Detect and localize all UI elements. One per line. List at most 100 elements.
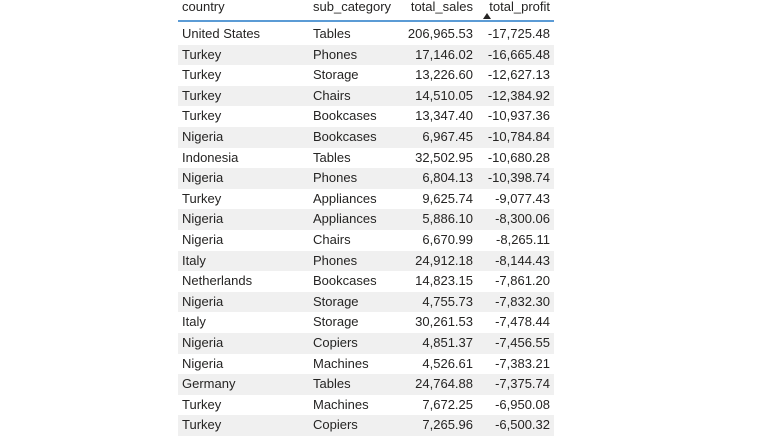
cell-sub-category: Phones bbox=[313, 46, 358, 62]
cell-total-profit: -12,627.13 bbox=[487, 67, 550, 83]
table-row[interactable]: Nigeria Machines 4,526.61 -7,383.21 bbox=[178, 354, 554, 375]
cell-sub-category: Appliances bbox=[313, 190, 377, 206]
cell-total-profit: -7,456.55 bbox=[495, 334, 550, 350]
cell-sub-category: Copiers bbox=[313, 334, 358, 350]
cell-country: Nigeria bbox=[182, 231, 224, 247]
column-header-total-profit[interactable]: total_profit bbox=[489, 0, 550, 14]
data-table: country sub_category total_sales total_p… bbox=[178, 0, 554, 436]
table-row[interactable]: Turkey Bookcases 13,347.40 -10,937.36 bbox=[178, 106, 554, 127]
cell-country: Nigeria bbox=[182, 170, 224, 186]
cell-total-profit: -8,144.43 bbox=[495, 252, 550, 268]
cell-total-sales: 13,226.60 bbox=[415, 67, 473, 83]
cell-total-profit: -7,375.74 bbox=[495, 376, 550, 392]
cell-total-profit: -6,950.08 bbox=[495, 396, 550, 412]
cell-country: Turkey bbox=[182, 190, 222, 206]
cell-sub-category: Chairs bbox=[313, 87, 351, 103]
cell-country: Indonesia bbox=[182, 149, 239, 165]
cell-country: Nigeria bbox=[182, 334, 224, 350]
cell-total-profit: -7,478.44 bbox=[495, 314, 550, 330]
table-body: United States Tables 206,965.53 -17,725.48 T… bbox=[178, 24, 554, 436]
cell-total-profit: -12,384.92 bbox=[487, 87, 550, 103]
cell-total-sales: 6,804.13 bbox=[422, 170, 473, 186]
cell-total-sales: 206,965.53 bbox=[407, 26, 473, 41]
cell-country: Nigeria bbox=[182, 211, 224, 227]
cell-sub-category: Phones bbox=[313, 252, 358, 268]
table-row[interactable]: Turkey Machines 7,672.25 -6,950.08 bbox=[178, 395, 554, 416]
table-row[interactable]: Turkey Storage 13,226.60 -12,627.13 bbox=[178, 65, 554, 86]
table-row[interactable]: Nigeria Chairs 6,670.99 -8,265.11 bbox=[178, 230, 554, 251]
cell-sub-category: Storage bbox=[313, 67, 359, 83]
cell-sub-category: Storage bbox=[313, 314, 359, 330]
cell-total-sales: 5,886.10 bbox=[422, 211, 473, 227]
cell-total-sales: 24,912.18 bbox=[415, 252, 473, 268]
cell-total-sales: 14,510.05 bbox=[415, 87, 473, 103]
cell-sub-category: Appliances bbox=[313, 211, 377, 227]
table-row[interactable]: United States Tables 206,965.53 -17,725.48 bbox=[178, 24, 554, 45]
cell-total-sales: 7,672.25 bbox=[422, 396, 473, 412]
cell-total-profit: -8,300.06 bbox=[495, 211, 550, 227]
table-row[interactable]: Nigeria Storage 4,755.73 -7,832.30 bbox=[178, 291, 554, 313]
cell-total-profit: -10,937.36 bbox=[487, 108, 550, 124]
cell-total-profit: -10,398.74 bbox=[487, 170, 550, 186]
cell-country: Turkey bbox=[182, 67, 222, 83]
cell-sub-category: Bookcases bbox=[313, 273, 377, 289]
cell-total-profit: -7,383.21 bbox=[495, 355, 550, 371]
cell-total-sales: 9,625.74 bbox=[422, 190, 473, 206]
cell-country: Italy bbox=[182, 314, 206, 330]
table-row[interactable]: Turkey Copiers 7,265.96 -6,500.32 bbox=[178, 415, 554, 436]
cell-total-profit: -7,861.20 bbox=[495, 273, 550, 289]
table-row[interactable]: Netherlands Bookcases 14,823.15 -7,861.20 bbox=[178, 271, 554, 292]
column-header-country[interactable]: country bbox=[182, 0, 225, 14]
cell-country: United States bbox=[182, 26, 261, 41]
cell-total-profit: -6,500.32 bbox=[495, 417, 550, 433]
table-row[interactable]: Nigeria Copiers 4,851.37 -7,456.55 bbox=[178, 332, 554, 354]
cell-sub-category: Copiers bbox=[313, 417, 358, 433]
table-header-row: country sub_category total_sales total_p… bbox=[178, 0, 554, 22]
cell-country: Turkey bbox=[182, 108, 222, 124]
cell-total-sales: 13,347.40 bbox=[415, 108, 473, 124]
cell-sub-category: Machines bbox=[313, 396, 369, 412]
cell-total-profit: -9,077.43 bbox=[495, 190, 550, 206]
table-row[interactable]: Germany Tables 24,764.88 -7,375.74 bbox=[178, 374, 554, 395]
cell-total-sales: 7,265.96 bbox=[422, 417, 473, 433]
cell-sub-category: Chairs bbox=[313, 231, 351, 247]
table-row[interactable]: Italy Storage 30,261.53 -7,478.44 bbox=[178, 312, 554, 333]
cell-total-sales: 32,502.95 bbox=[415, 149, 473, 165]
cell-total-profit: -10,680.28 bbox=[487, 149, 550, 165]
table-row[interactable]: Nigeria Appliances 5,886.10 -8,300.06 bbox=[178, 209, 554, 230]
cell-country: Netherlands bbox=[182, 273, 253, 289]
cell-total-sales: 6,967.45 bbox=[422, 128, 473, 144]
table-row[interactable]: Indonesia Tables 32,502.95 -10,680.28 bbox=[178, 148, 554, 169]
column-header-sub-category[interactable]: sub_category bbox=[313, 0, 392, 14]
column-header-total-sales[interactable]: total_sales bbox=[410, 0, 473, 14]
cell-total-profit: -8,265.11 bbox=[496, 231, 550, 247]
cell-total-profit: -16,665.48 bbox=[487, 46, 550, 62]
cell-sub-category: Storage bbox=[313, 293, 359, 309]
cell-total-sales: 17,146.02 bbox=[415, 46, 473, 62]
cell-total-sales: 4,526.61 bbox=[422, 355, 473, 371]
cell-country: Italy bbox=[182, 252, 206, 268]
sort-ascending-icon bbox=[483, 13, 491, 19]
cell-total-sales: 24,764.88 bbox=[415, 376, 473, 392]
cell-total-sales: 4,851.37 bbox=[422, 334, 473, 350]
cell-country: Nigeria bbox=[182, 355, 224, 371]
cell-country: Nigeria bbox=[182, 293, 224, 309]
table-row[interactable]: Turkey Chairs 14,510.05 -12,384.92 bbox=[178, 85, 554, 107]
cell-country: Turkey bbox=[182, 87, 222, 103]
table-row[interactable]: Italy Phones 24,912.18 -8,144.43 bbox=[178, 250, 554, 272]
table-row[interactable]: Turkey Appliances 9,625.74 -9,077.43 bbox=[178, 189, 554, 210]
cell-country: Turkey bbox=[182, 46, 222, 62]
cell-sub-category: Phones bbox=[313, 170, 358, 186]
cell-total-sales: 30,261.53 bbox=[415, 314, 473, 330]
table-row[interactable]: Nigeria Bookcases 6,967.45 -10,784.84 bbox=[178, 126, 554, 148]
table-row[interactable]: Nigeria Phones 6,804.13 -10,398.74 bbox=[178, 168, 554, 189]
cell-total-profit: -17,725.48 bbox=[487, 26, 550, 41]
cell-country: Germany bbox=[182, 376, 236, 392]
cell-total-sales: 4,755.73 bbox=[422, 293, 473, 309]
cell-country: Nigeria bbox=[182, 128, 224, 144]
table-row[interactable]: Turkey Phones 17,146.02 -16,665.48 bbox=[178, 44, 554, 66]
cell-country: Turkey bbox=[182, 396, 222, 412]
cell-country: Turkey bbox=[182, 417, 222, 433]
cell-sub-category: Bookcases bbox=[313, 108, 377, 124]
cell-sub-category: Tables bbox=[313, 376, 351, 392]
